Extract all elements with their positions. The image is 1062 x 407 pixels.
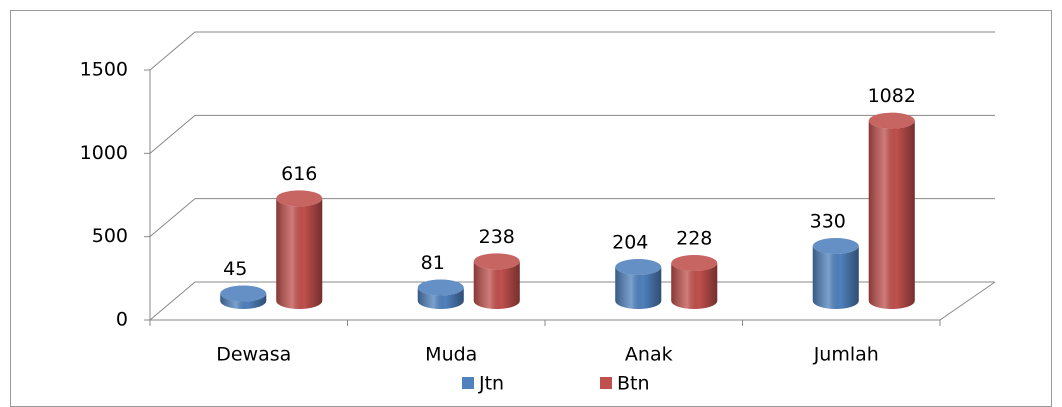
cylinder-top-shade xyxy=(473,253,520,270)
cylinder-top-shade xyxy=(417,279,464,296)
x-tick-label: Anak xyxy=(625,344,673,366)
x-tick-label: Dewasa xyxy=(216,344,291,366)
cylinder-shade xyxy=(868,120,915,310)
value-label: 228 xyxy=(676,228,712,250)
legend-label: Jtn xyxy=(478,373,504,395)
legend-swatch xyxy=(462,377,474,389)
cylinder-top xyxy=(276,190,323,207)
y-tick-label: 500 xyxy=(92,225,128,247)
grid-line xyxy=(149,31,995,71)
cylinder-shade xyxy=(220,293,267,309)
grid-line xyxy=(149,281,995,321)
cylinder-top xyxy=(671,255,718,271)
cylinder-top-shade xyxy=(615,259,662,275)
cylinder-shade xyxy=(417,287,464,309)
cylinder xyxy=(615,259,662,309)
cylinder xyxy=(417,279,464,309)
cylinder-top-shade xyxy=(812,238,859,254)
cylinder-top xyxy=(615,259,662,275)
y-tick-label: 1000 xyxy=(80,142,128,164)
cylinder-top xyxy=(417,279,464,296)
cylinder-top xyxy=(868,112,915,129)
cylinder-shade xyxy=(671,263,718,309)
cylinder-top-shade xyxy=(868,112,915,129)
cylinder-top-shade xyxy=(276,190,323,207)
value-label: 81 xyxy=(421,252,445,274)
grid-line xyxy=(149,114,995,154)
x-tick-label: Jumlah xyxy=(813,344,879,366)
cylinder-shade xyxy=(473,261,520,309)
cylinder-top-shade xyxy=(220,285,267,302)
value-label: 45 xyxy=(223,258,247,280)
cylinder-shade xyxy=(812,246,859,309)
value-label: 616 xyxy=(281,163,317,185)
cylinder-shade xyxy=(276,198,323,309)
cylinder-top xyxy=(812,238,859,254)
cylinder xyxy=(276,190,323,309)
legend-swatch xyxy=(600,377,612,389)
cylinder-top xyxy=(473,253,520,270)
cylinder-shade xyxy=(615,267,662,309)
cylinder xyxy=(812,238,859,309)
cylinder xyxy=(868,112,915,310)
cylinder xyxy=(671,255,718,309)
value-label: 238 xyxy=(479,226,515,248)
cylinder-top-shade xyxy=(671,255,718,271)
value-label: 1082 xyxy=(868,85,916,107)
x-tick-label: Muda xyxy=(425,344,477,366)
cylinder xyxy=(220,285,267,309)
grid-line xyxy=(149,198,995,238)
cylinder xyxy=(473,253,520,309)
cylinder-top xyxy=(220,285,267,302)
value-label: 204 xyxy=(612,232,648,254)
y-tick-label: 1500 xyxy=(80,59,128,81)
legend-label: Btn xyxy=(617,373,650,395)
value-label: 330 xyxy=(810,211,846,233)
y-tick-label: 0 xyxy=(116,309,128,331)
